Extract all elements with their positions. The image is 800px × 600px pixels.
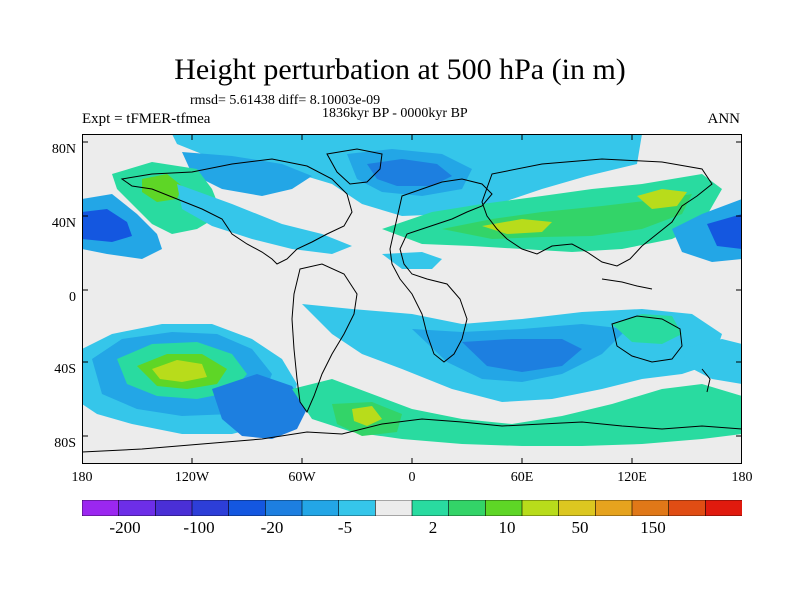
coast-antarctica	[82, 418, 742, 453]
stats-line: rmsd= 5.61438 diff= 8.10003e-09	[190, 93, 381, 108]
contour-e-pacific-darkblue	[707, 214, 742, 249]
colorbar-swatch	[265, 500, 303, 516]
y-label-40s: 40S	[54, 362, 76, 377]
contour-na-strip-lightblue	[177, 184, 352, 254]
colorbar-label-0: -200	[109, 518, 141, 537]
colorbar-swatch	[558, 500, 597, 516]
coast-north-america	[120, 158, 353, 265]
colorbar-swatch	[705, 500, 742, 516]
x-label-60e: 60E	[510, 470, 534, 485]
coast-greenland	[326, 148, 383, 185]
colorbar-swatch	[228, 500, 267, 516]
colorbar-swatch	[595, 500, 633, 516]
x-label-0: 0	[408, 470, 416, 485]
x-label-180e: 180	[731, 470, 753, 485]
colorbar-swatch	[485, 500, 523, 516]
colorbar-swatch	[301, 500, 340, 516]
map-panel	[82, 134, 742, 464]
contour-indopacific-teal	[612, 314, 682, 344]
colorbar-label-5: 10	[498, 518, 516, 537]
colorbar-swatch	[338, 500, 377, 516]
contour-subtropic-lightblue	[382, 252, 442, 269]
height-perturbation-map	[82, 134, 742, 464]
contour-southern-ocean-teal	[292, 379, 742, 446]
contour-se-pacific-lightblue	[682, 339, 742, 384]
colorbar-swatch	[448, 500, 487, 516]
period-label: 1836kyr BP - 0000kyr BP	[322, 106, 468, 121]
colorbar-swatch	[191, 500, 230, 516]
x-label-60w: 60W	[288, 470, 316, 485]
coast-south-america	[291, 263, 358, 414]
colorbar-label-1: -100	[183, 518, 215, 537]
colorbar-label-7: 150	[640, 518, 666, 537]
contour-asia-yellowgreen	[482, 219, 552, 234]
contour-s-indian-darkblue	[462, 339, 582, 372]
contour-southern-ocean-yellowgreen	[352, 406, 382, 426]
colorbar-swatch	[411, 500, 450, 516]
x-label-180w: 180	[71, 470, 93, 485]
season-label: ANN	[707, 111, 741, 127]
contour-w-pacific-darkblue	[82, 209, 132, 242]
x-label-120w: 120W	[174, 470, 210, 485]
contour-arctic-midblue	[182, 152, 312, 196]
colorbar-label-6: 50	[571, 518, 589, 537]
colorbar-swatch	[631, 500, 670, 516]
coastlines	[82, 148, 742, 453]
coast-new-zealand	[701, 368, 711, 393]
experiment-label: Expt = tFMER-tfmea	[82, 111, 211, 127]
y-label-80s: 80S	[54, 436, 76, 451]
contour-s-pacific-yellowgreen	[152, 360, 207, 382]
colorbar-swatch	[375, 500, 413, 516]
colorbar-swatch	[668, 500, 707, 516]
contour-n-atlantic-darkblue	[367, 159, 452, 186]
colorbar	[82, 500, 742, 516]
y-label-eq: 0	[69, 290, 76, 305]
colorbar-swatch	[82, 500, 120, 516]
contour-se-pacific-darkblue	[212, 374, 307, 439]
colorbar-label-4: 2	[428, 518, 438, 537]
coast-indonesia	[601, 278, 653, 290]
coast-asia	[481, 158, 713, 267]
colorbar-label-3: -5	[337, 518, 353, 537]
coast-australia	[611, 315, 683, 363]
colorbar-swatch	[118, 500, 157, 516]
colorbar-swatch	[521, 500, 560, 516]
colorbar-label-2: -20	[260, 518, 284, 537]
plot-title: Height perturbation at 500 hPa (in m)	[174, 53, 626, 86]
contour-n-pacific-yellowgreen	[142, 174, 182, 202]
y-label-40n: 40N	[51, 216, 76, 231]
y-label-80n: 80N	[51, 142, 76, 157]
contour-ne-asia-yellowgreen	[637, 189, 687, 209]
x-label-120e: 120E	[617, 470, 647, 485]
colorbar-swatch	[155, 500, 193, 516]
axis-ticks	[82, 134, 742, 464]
coast-europe-africa	[389, 178, 493, 363]
